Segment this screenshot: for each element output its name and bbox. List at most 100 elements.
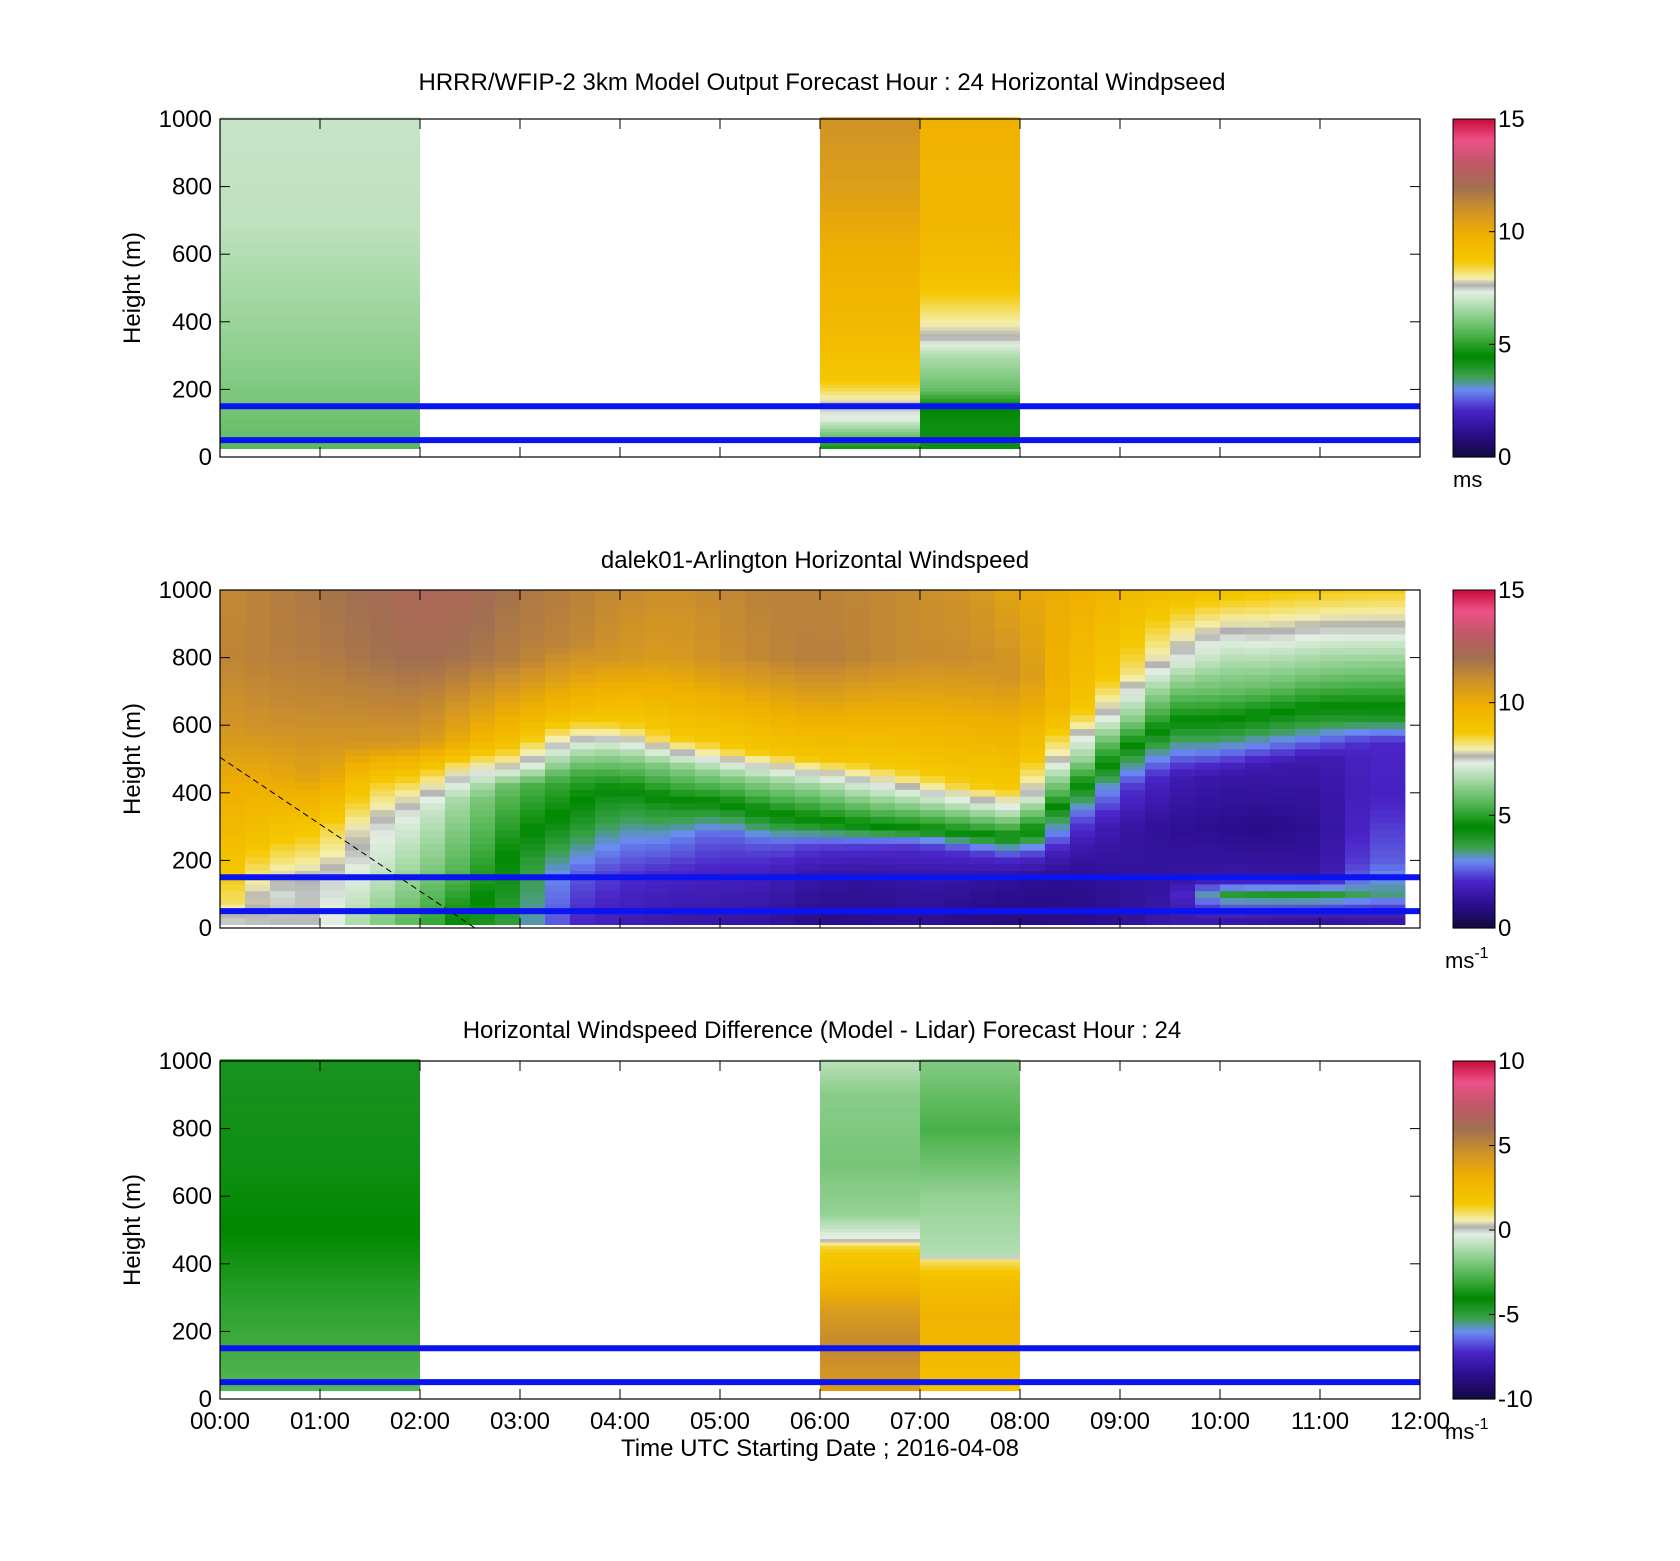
heatmap-cell <box>1095 890 1121 898</box>
heatmap-cell <box>220 269 420 274</box>
heatmap-cell <box>645 708 671 716</box>
heatmap-cell <box>945 613 971 621</box>
heatmap-cell <box>320 748 346 757</box>
heatmap-cell <box>920 1062 1020 1067</box>
heatmap-cell <box>370 606 396 615</box>
heatmap-cell <box>570 911 596 919</box>
colorbar-swatch <box>1453 1270 1495 1273</box>
heatmap-cell <box>1195 694 1221 702</box>
heatmap-cell <box>720 755 746 763</box>
colorbar-swatch <box>1453 866 1495 870</box>
x-tick-label: 06:00 <box>790 1408 850 1435</box>
heatmap-cell <box>1295 829 1321 838</box>
colorbar-swatch <box>1453 1310 1495 1313</box>
heatmap-cell <box>795 829 821 838</box>
heatmap-cell <box>570 627 596 635</box>
heatmap-cell <box>745 742 771 750</box>
heatmap-cell <box>845 857 871 865</box>
panel-lidar-reference-lines <box>220 874 1420 915</box>
heatmap-cell <box>520 904 546 912</box>
heatmap-cell <box>270 721 296 729</box>
heatmap-cell <box>645 620 671 628</box>
colorbar-swatch <box>1453 623 1495 627</box>
heatmap-cell <box>220 411 420 416</box>
heatmap-cell <box>520 688 546 696</box>
colorbar-swatch <box>1453 1367 1495 1371</box>
heatmap-cell <box>1395 600 1406 608</box>
heatmap-cell <box>920 191 1020 196</box>
heatmap-cell <box>1345 850 1371 858</box>
heatmap-cell <box>1270 590 1296 594</box>
y-tick-label: 1000 <box>159 1048 212 1075</box>
heatmap-cell <box>470 620 496 628</box>
heatmap-cell <box>520 857 546 865</box>
heatmap-cell <box>395 593 421 601</box>
heatmap-cell <box>520 782 546 790</box>
heatmap-cell <box>495 660 521 669</box>
heatmap-cell <box>1120 715 1146 723</box>
heatmap-cell <box>220 1218 420 1223</box>
heatmap-cell <box>1320 877 1346 885</box>
x-tick-label: 10:00 <box>1190 1408 1250 1435</box>
heatmap-cell <box>1120 877 1146 885</box>
heatmap-cell <box>870 667 896 675</box>
heatmap-cell <box>320 782 346 790</box>
heatmap-cell <box>445 911 471 919</box>
heatmap-cell <box>1145 694 1171 702</box>
heatmap-cell <box>695 870 721 878</box>
heatmap-cell <box>820 249 920 254</box>
heatmap-cell <box>1320 755 1346 763</box>
heatmap-cell <box>820 1177 920 1182</box>
heatmap-cell <box>495 606 521 615</box>
heatmap-cell <box>495 796 521 804</box>
heatmap-cell <box>220 350 420 355</box>
heatmap-cell <box>220 1164 420 1168</box>
heatmap-cell <box>920 1255 1020 1260</box>
heatmap-cell <box>820 620 846 628</box>
heatmap-cell <box>1320 674 1346 682</box>
colorbar-swatch <box>1453 404 1495 407</box>
panel-model: HRRR/WFIP-2 3km Model Output Forecast Ho… <box>119 69 1525 492</box>
heatmap-cell <box>1095 897 1121 905</box>
heatmap-cell <box>795 816 821 824</box>
heatmap-cell <box>420 742 446 750</box>
heatmap-cell <box>1345 694 1371 702</box>
heatmap-cell <box>520 613 546 621</box>
heatmap-cell <box>920 708 946 716</box>
heatmap-cell <box>320 694 346 702</box>
heatmap-cell <box>920 1170 1020 1175</box>
heatmap-cell <box>320 850 346 858</box>
heatmap-cell <box>820 654 846 662</box>
colorbar-swatch <box>1453 1246 1495 1250</box>
heatmap-cell <box>1145 877 1171 885</box>
heatmap-cell <box>495 843 521 851</box>
colorbar-swatch <box>1453 1297 1495 1301</box>
heatmap-cell <box>395 694 421 702</box>
heatmap-cell <box>920 1349 1020 1354</box>
heatmap-cell <box>1270 674 1296 682</box>
heatmap-cell <box>1320 633 1346 642</box>
heatmap-cell <box>545 715 571 723</box>
heatmap-cell <box>220 917 246 926</box>
heatmap-cell <box>870 904 896 912</box>
heatmap-cell <box>1270 816 1296 824</box>
heatmap-cell <box>695 802 721 811</box>
heatmap-cell <box>870 762 896 770</box>
heatmap-cell <box>945 590 971 594</box>
heatmap-cell <box>1145 728 1171 736</box>
heatmap-cell <box>1095 850 1121 858</box>
heatmap-cell <box>1145 606 1171 615</box>
heatmap-cell <box>945 890 971 898</box>
heatmap-cell <box>920 775 946 784</box>
heatmap-cell <box>1220 715 1246 723</box>
heatmap-cell <box>920 1336 1020 1341</box>
heatmap-cell <box>495 721 521 729</box>
heatmap-cell <box>1395 660 1406 669</box>
colorbar-swatch <box>1453 1369 1495 1373</box>
heatmap-cell <box>920 157 1020 162</box>
heatmap-cell <box>820 1167 920 1172</box>
heatmap-cell <box>1370 688 1396 696</box>
heatmap-cell <box>820 1272 920 1277</box>
heatmap-cell <box>745 728 771 736</box>
heatmap-cell <box>770 674 796 682</box>
